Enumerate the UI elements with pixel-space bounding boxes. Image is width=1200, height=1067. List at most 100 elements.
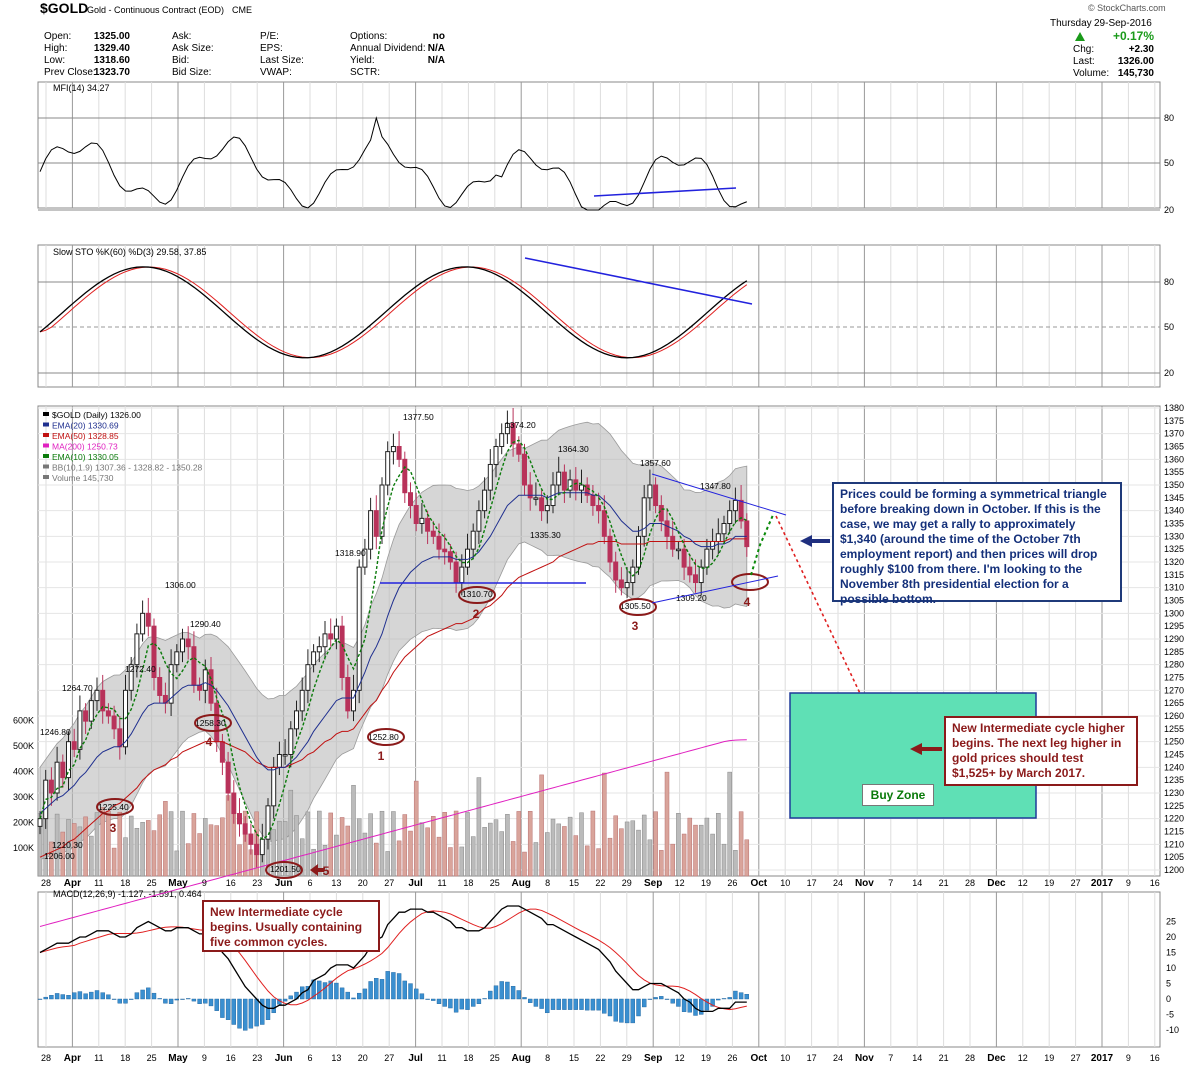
field-label: Bid: bbox=[172, 55, 189, 66]
volume-bar bbox=[664, 771, 670, 877]
symbol: $GOLD bbox=[40, 0, 88, 16]
macd-hist-bar bbox=[357, 992, 362, 1000]
field-label: Open: bbox=[44, 31, 71, 42]
volume-bar bbox=[328, 812, 333, 877]
macd-hist-bar bbox=[197, 998, 202, 1004]
volume-bar bbox=[681, 833, 687, 877]
candle-body bbox=[476, 510, 482, 532]
price-pivot-label: 1335.30 bbox=[530, 530, 561, 540]
candle-body bbox=[653, 484, 659, 507]
macd-hist-bar bbox=[351, 997, 356, 1000]
x-tick-label: 19 bbox=[1044, 1053, 1054, 1063]
field-label: Prev Close: bbox=[44, 67, 96, 78]
sto-tick-label: 50 bbox=[1164, 322, 1174, 332]
sto-d-line bbox=[39, 266, 748, 359]
mfi-trendline bbox=[593, 187, 737, 197]
candle-body bbox=[311, 651, 317, 666]
volume-bar bbox=[197, 833, 202, 877]
candle-body bbox=[362, 548, 368, 568]
field-label: High: bbox=[44, 43, 67, 54]
volume-bar bbox=[111, 847, 117, 877]
volume-bar bbox=[163, 801, 168, 877]
legend-swatch bbox=[43, 422, 49, 427]
volume-bar bbox=[117, 811, 123, 877]
field-label: Yield: bbox=[350, 55, 375, 66]
candle-body bbox=[664, 520, 670, 537]
macd-hist-bar bbox=[391, 972, 396, 1000]
price-pivot-label: 1374.20 bbox=[505, 420, 536, 430]
volume-bar bbox=[413, 780, 419, 877]
candle-body bbox=[328, 633, 334, 640]
macd-hist-bar bbox=[305, 986, 311, 1000]
x-tick-label: 25 bbox=[147, 878, 157, 888]
price-tick-label: 1200 bbox=[1164, 865, 1184, 875]
volume-bar bbox=[402, 814, 408, 877]
x-tick-label: 25 bbox=[147, 1053, 157, 1063]
macd-hist-bar bbox=[636, 998, 641, 1017]
macd-hist-bar bbox=[471, 998, 476, 1007]
moving-averages bbox=[39, 439, 748, 927]
candle-body bbox=[88, 700, 94, 722]
macd-hist-bar bbox=[676, 998, 681, 1007]
legend-entry: Volume 145,730 bbox=[52, 473, 114, 483]
candle-body bbox=[453, 561, 459, 584]
up-arrow-icon bbox=[1075, 32, 1085, 41]
price-pivot-label: 1206.00 bbox=[44, 851, 75, 861]
price-tick-label: 1340 bbox=[1164, 506, 1184, 516]
price-tick-label: 1295 bbox=[1164, 621, 1184, 631]
field-value: 1323.70 bbox=[94, 67, 131, 78]
macd-hist-bar bbox=[123, 998, 128, 1004]
volume-bar bbox=[590, 810, 596, 877]
volume-bar bbox=[596, 848, 601, 877]
candle-body bbox=[140, 612, 146, 635]
price-pivot-label: 1290.40 bbox=[190, 619, 221, 629]
volume-bar bbox=[83, 816, 88, 877]
volume-bar bbox=[123, 837, 128, 877]
price-tick-label: 1255 bbox=[1164, 724, 1184, 734]
macd-hist-bar bbox=[681, 998, 687, 1012]
x-tick-label: 9 bbox=[1126, 878, 1131, 888]
macd-tick-label: 0 bbox=[1166, 994, 1171, 1004]
candle-body bbox=[556, 471, 562, 486]
x-tick-label: 16 bbox=[1150, 1053, 1160, 1063]
candle-body bbox=[37, 818, 43, 827]
macd-hist-bar bbox=[208, 998, 214, 1007]
candle-body bbox=[305, 664, 311, 691]
macd-tick-label: 20 bbox=[1166, 932, 1176, 942]
volume-bar bbox=[704, 817, 710, 877]
legend-entry: $GOLD (Daily) 1326.00 bbox=[52, 410, 141, 420]
price-pivot-label: 1305.50 bbox=[620, 601, 651, 611]
x-tick-label: 27 bbox=[384, 1053, 394, 1063]
legend-swatch bbox=[43, 475, 49, 479]
macd-hist-bar bbox=[49, 995, 54, 1000]
x-tick-label: 16 bbox=[1150, 878, 1160, 888]
macd-hist-bar bbox=[510, 986, 516, 1000]
candle-body bbox=[288, 728, 294, 755]
candle-body bbox=[430, 530, 436, 537]
volume-bar bbox=[567, 816, 573, 877]
price-tick-label: 1380 bbox=[1164, 403, 1184, 413]
volume-bar bbox=[311, 848, 316, 877]
macd-hist-bar bbox=[465, 998, 470, 1010]
x-tick-label: 7 bbox=[888, 1053, 893, 1063]
cycle-number: 4 bbox=[744, 595, 751, 609]
candle-body bbox=[379, 484, 385, 537]
volume-bar bbox=[545, 832, 550, 877]
x-tick-label: 16 bbox=[226, 1053, 236, 1063]
volume-bar bbox=[49, 841, 54, 877]
macd-line bbox=[39, 905, 747, 1013]
x-tick-label: 16 bbox=[226, 878, 236, 888]
macd-hist-bar bbox=[670, 998, 675, 1004]
candle-body bbox=[510, 422, 516, 445]
x-tick-label: 12 bbox=[1018, 1053, 1028, 1063]
macd-hist-bar bbox=[419, 993, 425, 1000]
price-tick-label: 1225 bbox=[1164, 801, 1184, 811]
bb-band bbox=[39, 421, 748, 861]
volume-bar bbox=[396, 840, 402, 877]
candle-body bbox=[219, 741, 225, 763]
panel-frame bbox=[37, 891, 1161, 1048]
candle-body bbox=[618, 579, 624, 589]
macd-hist-bar bbox=[54, 993, 60, 1000]
macd-hist-bar bbox=[368, 981, 373, 1000]
